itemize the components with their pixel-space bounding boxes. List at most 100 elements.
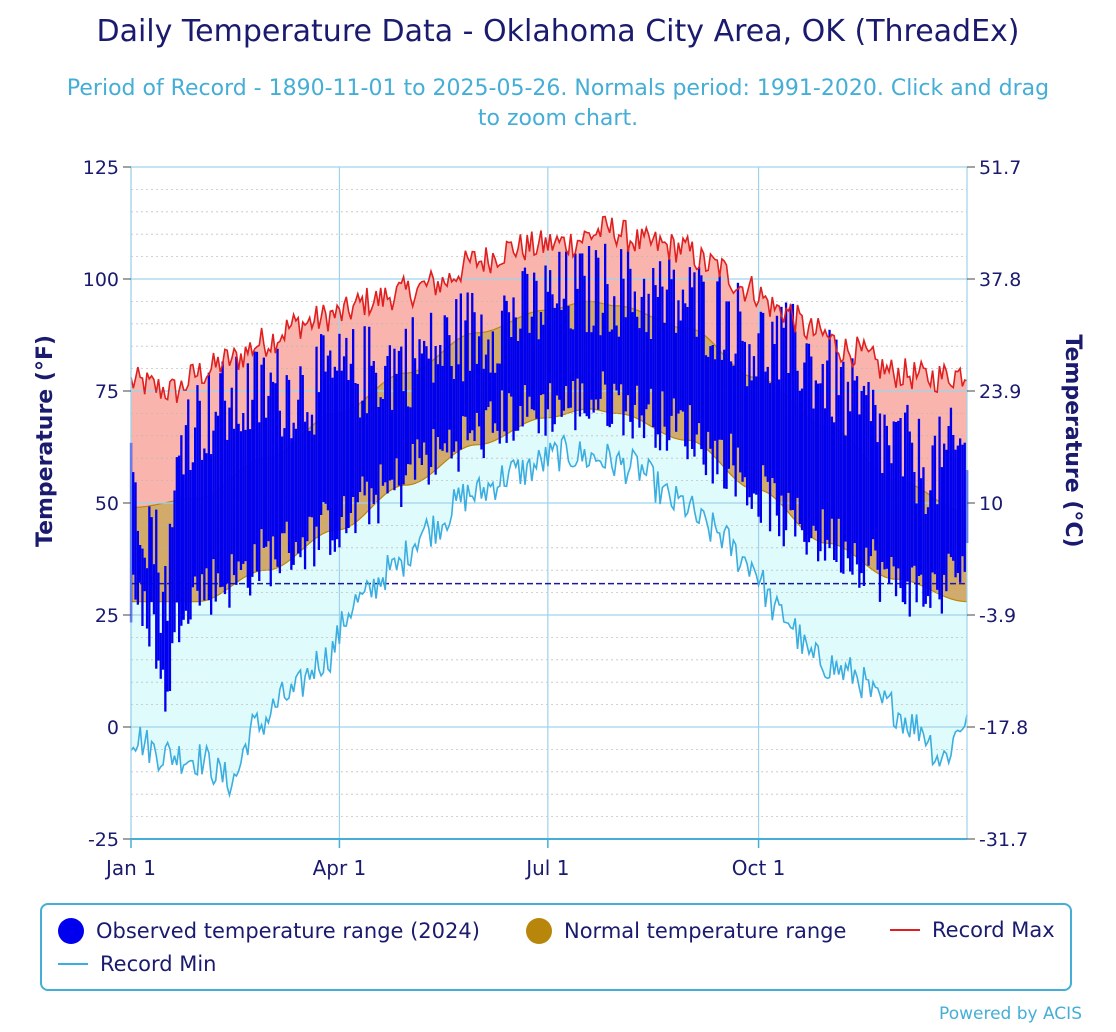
observed-bar	[791, 303, 795, 510]
observed-bar	[819, 383, 822, 552]
observed-bar	[226, 439, 229, 584]
observed-bar	[395, 373, 398, 459]
observed-bar	[876, 442, 879, 570]
observed-bar	[798, 390, 801, 524]
observed-bar	[269, 372, 272, 587]
y-tick-label-right: -3.9	[979, 605, 1016, 627]
legend-item-record-max[interactable]: Record Max	[890, 918, 1055, 942]
observed-bar	[379, 397, 382, 465]
observed-bar	[452, 379, 456, 452]
legend-item-observed[interactable]: Observed temperature range (2024)	[58, 918, 480, 944]
observed-bar	[434, 346, 437, 475]
temperature-chart[interactable]: -25 -31.7 0 -17.8 25 -3.9 50 10 75 23.9 100 37.8 125…	[0, 0, 1116, 900]
observed-bar	[329, 350, 332, 555]
observed-bar	[310, 414, 314, 518]
observed-bar	[849, 411, 852, 572]
observed-bar	[661, 286, 664, 392]
observed-bar	[514, 317, 517, 431]
observed-bar	[686, 307, 689, 460]
x-tick-label: Jul 1	[524, 856, 569, 880]
observed-bar	[455, 299, 458, 442]
observed-bar	[519, 328, 522, 406]
observed-bar	[743, 341, 746, 478]
y-tick-label-left: 0	[107, 717, 119, 739]
observed-bar	[739, 311, 742, 473]
observed-bar	[803, 362, 806, 542]
observed-bar	[677, 300, 680, 414]
observed-bar	[633, 291, 636, 405]
observed-bar	[512, 297, 515, 441]
observed-bar	[368, 326, 371, 525]
observed-bar	[894, 422, 898, 597]
observed-bar	[200, 459, 204, 575]
observed-bar	[258, 422, 261, 581]
observed-bar	[450, 366, 453, 459]
legend-item-record-min[interactable]: Record Min	[58, 952, 217, 976]
observed-bar	[180, 435, 183, 626]
observed-bar	[610, 329, 614, 424]
observed-bar	[523, 267, 527, 386]
observed-bar	[908, 431, 911, 617]
observed-bar	[249, 429, 252, 596]
observed-bar	[940, 467, 943, 614]
observed-bar	[778, 379, 781, 537]
observed-bar	[647, 293, 650, 405]
observed-bar	[583, 275, 586, 414]
observed-bar	[182, 474, 185, 620]
y-tick-label-left: 25	[95, 605, 119, 627]
observed-bar	[615, 325, 618, 391]
observed-bar	[807, 343, 811, 543]
observed-bar	[235, 356, 238, 585]
observed-bar	[159, 632, 162, 679]
y-tick-label-right: 23.9	[979, 381, 1021, 403]
observed-bar	[810, 356, 813, 539]
observed-bar	[306, 412, 309, 542]
observed-bar	[290, 438, 293, 570]
observed-bar	[184, 425, 188, 611]
observed-bar	[416, 374, 419, 440]
observed-bar	[468, 370, 472, 434]
observed-bar	[613, 296, 616, 384]
observed-bar	[361, 400, 364, 477]
observed-bar	[205, 453, 208, 569]
observed-bar	[491, 331, 494, 433]
observed-bar	[287, 379, 291, 553]
observed-bar	[936, 504, 939, 590]
observed-bar	[860, 391, 863, 574]
observed-bar	[560, 310, 563, 417]
observed-bar	[466, 292, 469, 441]
observed-bar	[457, 364, 460, 472]
observed-bar	[356, 383, 359, 503]
observed-bar	[736, 282, 740, 448]
observed-bar	[954, 449, 957, 578]
powered-by-link[interactable]: Powered by ACIS	[939, 1004, 1082, 1024]
observed-bar	[427, 358, 430, 485]
normal-swatch	[526, 918, 552, 944]
observed-bar	[349, 363, 352, 513]
observed-bar	[333, 366, 336, 552]
observed-bar	[844, 435, 847, 542]
observed-bar	[484, 354, 488, 411]
chart-legend: Observed temperature range (2024) Normal…	[40, 903, 1072, 991]
observed-bar	[929, 490, 932, 608]
observed-bar	[139, 545, 142, 583]
observed-bar	[576, 288, 579, 379]
observed-bar	[771, 321, 774, 478]
observed-bar	[384, 365, 387, 483]
observed-bar	[675, 332, 678, 432]
legend-item-normal[interactable]: Normal temperature range	[526, 918, 846, 944]
observed-bar	[402, 391, 405, 485]
observed-bar	[345, 337, 348, 534]
observed-bar	[562, 298, 565, 411]
observed-bar	[374, 372, 378, 495]
observed-bar	[365, 413, 369, 482]
observed-bar	[132, 472, 135, 575]
observed-bar	[331, 377, 334, 541]
observed-bar	[388, 345, 391, 481]
observed-bar	[143, 557, 146, 592]
y-tick-label-right: -17.8	[979, 717, 1028, 739]
observed-bar	[652, 268, 655, 428]
observed-bar	[448, 335, 451, 430]
observed-bar	[267, 395, 270, 542]
observed-bar	[347, 380, 350, 528]
